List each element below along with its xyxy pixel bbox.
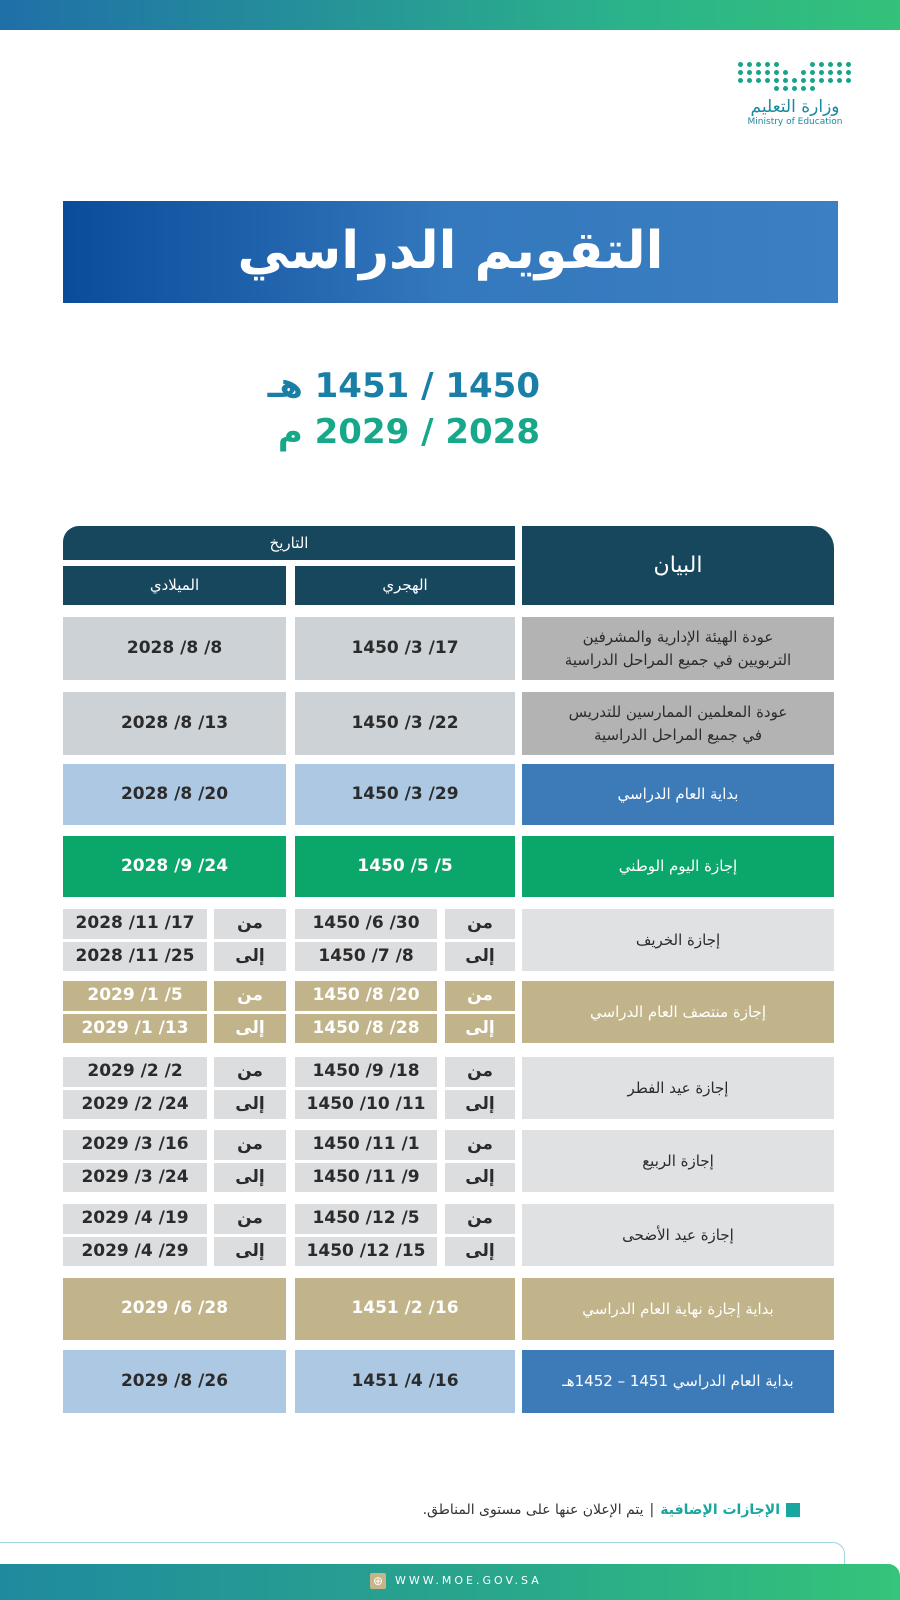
hijri-from-date: 18/ 9/ 1450 [295,1057,437,1087]
gregorian-date: 8/ 8/ 2028 [63,617,286,680]
hijri-year: 1450 / 1451 هـ [267,366,540,406]
from-label: من [214,981,286,1011]
page-title: التقويم الدراسي [63,201,838,303]
gregorian-date: 28/ 6/ 2029 [63,1278,286,1340]
hijri-from-date: 30/ 6/ 1450 [295,909,437,939]
to-label: إلى [445,1162,515,1192]
footer-divider [0,1542,845,1564]
note-square-icon [786,1503,800,1517]
hijri-date: 16/ 4/ 1451 [295,1350,515,1413]
hijri-date: 17/ 3/ 1450 [295,617,515,680]
from-label: من [214,1057,286,1087]
note-text: يتم الإعلان عنها على مستوى المناطق. [422,1502,644,1518]
row-label: بداية العام الدراسي 1451 – 1452هـ [522,1350,834,1413]
row-label: إجازة منتصف العام الدراسي [522,981,834,1043]
from-label: من [445,1130,515,1160]
to-label: إلى [214,1162,286,1192]
hijri-from-date: 1/ 11/ 1450 [295,1130,437,1160]
header-statement: البيان [522,526,834,605]
hijri-date: 16/ 2/ 1451 [295,1278,515,1340]
header-date: التاريخ [63,526,515,560]
to-label: إلى [445,1089,515,1119]
gregorian-from-date: 2/ 2/ 2029 [63,1057,207,1087]
gregorian-date: 13/ 8/ 2028 [63,692,286,755]
from-label: من [214,1204,286,1234]
from-label: من [214,909,286,939]
hijri-from-date: 5/ 12/ 1450 [295,1204,437,1234]
row-label: بداية العام الدراسي [522,764,834,825]
gregorian-date: 26/ 8/ 2029 [63,1350,286,1413]
gregorian-to-date: 13/ 1/ 2029 [63,1013,207,1043]
from-label: من [214,1130,286,1160]
row-label: إجازة عيد الأضحى [522,1204,834,1266]
gregorian-to-date: 24/ 2/ 2029 [63,1089,207,1119]
footer-bar: ⊕ WWW.MOE.GOV.SA [0,1564,900,1600]
from-label: من [445,981,515,1011]
gregorian-from-date: 17/ 11/ 2028 [63,909,207,939]
row-label: عودة الهيئة الإدارية والمشرفين التربويين… [522,617,834,680]
row-label: إجازة عيد الفطر [522,1057,834,1119]
gregorian-from-date: 19/ 4/ 2029 [63,1204,207,1234]
to-label: إلى [214,1013,286,1043]
gregorian-from-date: 16/ 3/ 2029 [63,1130,207,1160]
globe-icon: ⊕ [370,1573,386,1589]
additional-holidays-note: الإجازات الإضافية | يتم الإعلان عنها على… [423,1502,800,1518]
logo-arabic: وزارة التعليم [750,97,840,117]
note-separator: | [649,1502,655,1518]
gregorian-from-date: 5/ 1/ 2029 [63,981,207,1011]
hijri-date: 5/ 5/ 1450 [295,836,515,897]
note-highlight: الإجازات الإضافية [660,1502,780,1518]
ministry-logo: وزارة التعليم Ministry of Education [735,62,855,127]
to-label: إلى [445,1013,515,1043]
to-label: إلى [445,941,515,971]
row-label: بداية إجازة نهاية العام الدراسي [522,1278,834,1340]
gregorian-date: 24/ 9/ 2028 [63,836,286,897]
to-label: إلى [214,1089,286,1119]
hijri-date: 22/ 3/ 1450 [295,692,515,755]
logo-dots-icon [735,62,855,91]
logo-english: Ministry of Education [747,117,843,127]
gregorian-year: 2028 / 2029 م [277,412,540,452]
from-label: من [445,1057,515,1087]
from-label: من [445,909,515,939]
hijri-to-date: 9/ 11/ 1450 [295,1162,437,1192]
hijri-to-date: 8/ 7/ 1450 [295,941,437,971]
to-label: إلى [214,941,286,971]
row-label: إجازة الخريف [522,909,834,971]
to-label: إلى [214,1236,286,1266]
row-label: إجازة الربيع [522,1130,834,1192]
header-hijri: الهجري [295,566,515,605]
header-gregorian: الميلادي [63,566,286,605]
to-label: إلى [445,1236,515,1266]
top-gradient-bar [0,0,900,30]
hijri-to-date: 15/ 12/ 1450 [295,1236,437,1266]
hijri-date: 29/ 3/ 1450 [295,764,515,825]
hijri-from-date: 20/ 8/ 1450 [295,981,437,1011]
hijri-to-date: 11/ 10/ 1450 [295,1089,437,1119]
row-label: عودة المعلمين الممارسين للتدريس في جميع … [522,692,834,755]
from-label: من [445,1204,515,1234]
hijri-to-date: 28/ 8/ 1450 [295,1013,437,1043]
gregorian-to-date: 29/ 4/ 2029 [63,1236,207,1266]
gregorian-to-date: 24/ 3/ 2029 [63,1162,207,1192]
gregorian-date: 20/ 8/ 2028 [63,764,286,825]
gregorian-to-date: 25/ 11/ 2028 [63,941,207,971]
row-label: إجازة اليوم الوطني [522,836,834,897]
website-link[interactable]: WWW.MOE.GOV.SA [395,1574,542,1587]
